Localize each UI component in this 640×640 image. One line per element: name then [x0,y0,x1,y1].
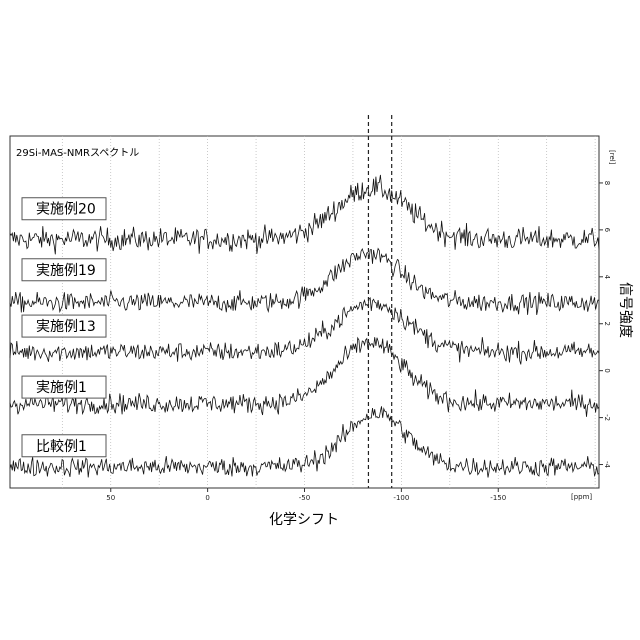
x-tick-label: -50 [299,494,310,502]
x-tick-label: 50 [106,494,115,502]
series-label: 実施例19 [22,259,106,281]
y-axis-label: 信号強度 [617,282,633,338]
series-label: 実施例13 [22,315,106,337]
y-tick-label: 6 [603,228,611,233]
x-axis-ticks: 50 0 -50 -100 -150 [106,488,506,502]
x-tick-label: 0 [205,494,209,502]
series-label: 比較例1 [22,435,106,457]
x-tick-label: -150 [490,494,506,502]
y-tick-label: 2 [603,321,611,325]
series-label-text: 実施例19 [36,263,96,279]
series-label-text: 実施例20 [36,202,96,218]
series-label-text: 実施例13 [36,319,96,335]
series-label-text: 実施例1 [36,380,87,396]
y-tick-label: 8 [603,181,611,185]
x-tick-label: -100 [393,494,409,502]
series-label: 実施例20 [22,198,106,220]
y-axis-ticks: 8 6 4 2 0 -2 -4 [599,181,611,469]
series-label-text: 比較例1 [36,439,87,455]
x-unit-label: [ppm] [571,493,592,501]
y-tick-label: -2 [603,414,611,421]
x-axis-label: 化学シフト [269,512,339,528]
chart-title: 29Si-MAS-NMRスペクトル [16,147,139,159]
y-tick-label: 4 [603,275,611,280]
y-tick-label: -4 [603,461,611,469]
y-unit-label: [rel] [608,150,616,165]
y-tick-label: 0 [603,368,611,372]
series-label: 実施例1 [22,376,106,398]
